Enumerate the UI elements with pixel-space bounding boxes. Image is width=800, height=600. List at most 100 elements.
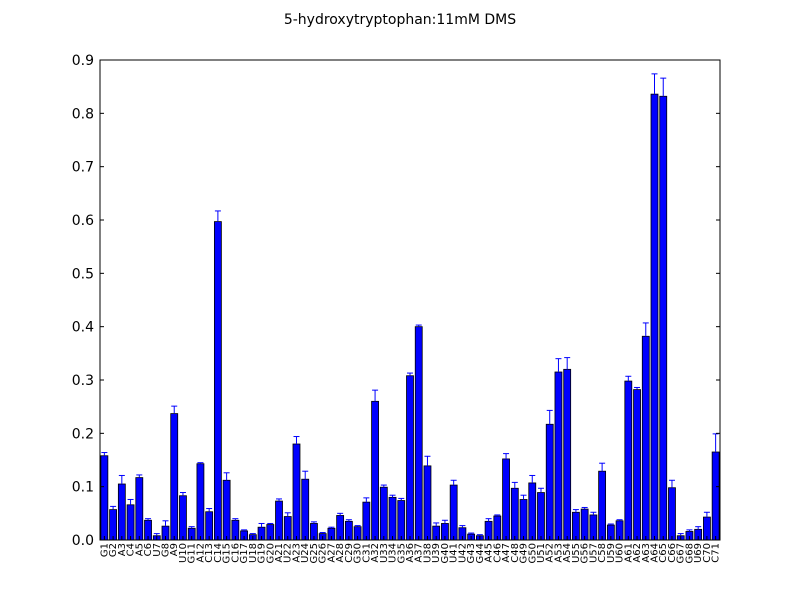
bar-U33 <box>379 486 388 541</box>
error-bar-C65 <box>660 77 667 97</box>
x-tick-label-G67: G67 <box>676 543 687 563</box>
x-tick-label-G40: G40 <box>440 543 451 563</box>
bars-group <box>100 93 720 541</box>
x-tick-label-G50: G50 <box>527 543 538 563</box>
x-tick-label-A9: A9 <box>169 543 180 556</box>
bar-G35 <box>397 500 406 541</box>
y-tick-label: 0.9 <box>72 53 94 69</box>
bar-C58 <box>598 470 607 541</box>
x-tick-label-A3: A3 <box>117 543 128 556</box>
bar-C13 <box>205 511 214 541</box>
x-tick-label-C65: C65 <box>658 543 669 563</box>
x-tick-label-A64: A64 <box>650 543 661 563</box>
error-bar-G19 <box>258 522 265 528</box>
x-tick-label-C46: C46 <box>492 543 503 563</box>
error-bar-A21 <box>276 498 283 502</box>
x-tick-label-U57: U57 <box>588 543 599 563</box>
x-tick-label-A61: A61 <box>623 543 634 563</box>
error-bar-G25 <box>310 521 317 524</box>
error-bar-A37 <box>415 324 422 327</box>
x-tick-label-U38: U38 <box>422 543 433 563</box>
error-bar-G68 <box>686 529 693 532</box>
bar-A12 <box>196 463 205 541</box>
error-bar-U51 <box>537 487 544 493</box>
x-tick-label-U7: U7 <box>152 543 163 557</box>
x-tick-label-C31: C31 <box>361 543 372 563</box>
x-tick-label-G11: G11 <box>187 543 198 563</box>
error-bar-A54 <box>564 357 571 370</box>
error-bar-U42 <box>459 525 466 528</box>
x-tick-label-C14: C14 <box>213 543 224 563</box>
x-tick-label-C13: C13 <box>204 543 215 563</box>
error-bar-U33 <box>380 484 387 488</box>
error-bar-U34 <box>389 494 396 498</box>
bar-U10 <box>179 495 187 541</box>
x-tick-label-G44: G44 <box>475 543 486 563</box>
x-tick-label-U51: U51 <box>536 543 547 563</box>
error-bar-U59 <box>607 523 614 526</box>
x-tick-label-A23: A23 <box>291 543 302 563</box>
y-tick-label: 0.5 <box>72 266 94 282</box>
bar-A47 <box>502 458 510 541</box>
bar-A54 <box>563 368 572 541</box>
error-bar-C31 <box>363 497 370 503</box>
x-tick-label-A45: A45 <box>484 543 495 563</box>
error-bar-A27 <box>328 526 335 529</box>
error-bar-C46 <box>494 514 501 516</box>
error-bar-A64 <box>651 73 658 95</box>
error-bar-G30 <box>354 525 361 527</box>
error-bar-C4 <box>127 498 134 505</box>
error-bar-A23 <box>293 436 300 444</box>
error-bar-C66 <box>668 479 675 488</box>
x-tick-label-G43: G43 <box>466 543 477 563</box>
error-bar-U39 <box>433 522 440 527</box>
error-bar-G56 <box>581 506 588 510</box>
error-bar-A28 <box>337 512 344 516</box>
error-bar-G40 <box>441 519 448 524</box>
error-bar-A5 <box>136 474 143 478</box>
x-tick-label-C4: C4 <box>126 543 137 556</box>
error-bar-U24 <box>302 470 309 480</box>
x-tick-label-G56: G56 <box>580 543 591 563</box>
x-tick-label-G1: G1 <box>99 543 110 557</box>
error-bar-U60 <box>616 519 623 521</box>
error-bar-G11 <box>188 526 195 529</box>
error-bar-C6 <box>145 518 152 521</box>
x-tick-label-C71: C71 <box>711 543 722 563</box>
error-bar-A62 <box>634 386 641 390</box>
x-tick-label-C58: C58 <box>597 543 608 563</box>
x-tick-label-U39: U39 <box>431 543 442 563</box>
y-tick-label: 0.7 <box>72 160 94 176</box>
error-bar-G8 <box>162 520 169 527</box>
error-bar-C29 <box>345 519 352 522</box>
x-tick-label-G25: G25 <box>309 543 320 563</box>
x-tick-label-A5: A5 <box>134 543 145 556</box>
bar-A53 <box>554 371 563 541</box>
error-bar-G15 <box>223 472 230 481</box>
bar-A36 <box>406 375 414 541</box>
x-tick-label-U55: U55 <box>571 543 582 563</box>
x-tick-label-G2: G2 <box>108 543 119 557</box>
error-bar-C16 <box>232 518 239 521</box>
error-bar-G2 <box>110 505 117 510</box>
bar-A32 <box>371 400 379 541</box>
bar-A63 <box>641 335 650 541</box>
bar-G1 <box>100 455 109 541</box>
x-tick-label-A63: A63 <box>641 543 652 563</box>
x-tick-label-U59: U59 <box>606 543 617 563</box>
x-tick-label-C6: C6 <box>143 543 154 556</box>
x-tick-label-A28: A28 <box>335 543 346 563</box>
error-bar-G1 <box>101 452 108 456</box>
error-bar-C71 <box>712 433 719 452</box>
error-bar-G20 <box>267 522 274 525</box>
bar-U24 <box>301 478 310 541</box>
bar-A5 <box>135 477 144 541</box>
bar-A23 <box>292 443 301 541</box>
x-tick-label-U22: U22 <box>283 543 294 563</box>
error-bar-G17 <box>241 529 248 531</box>
bar-U38 <box>423 465 432 541</box>
bar-U41 <box>449 484 458 541</box>
bar-G56 <box>580 508 589 541</box>
bar-C14 <box>213 221 222 541</box>
